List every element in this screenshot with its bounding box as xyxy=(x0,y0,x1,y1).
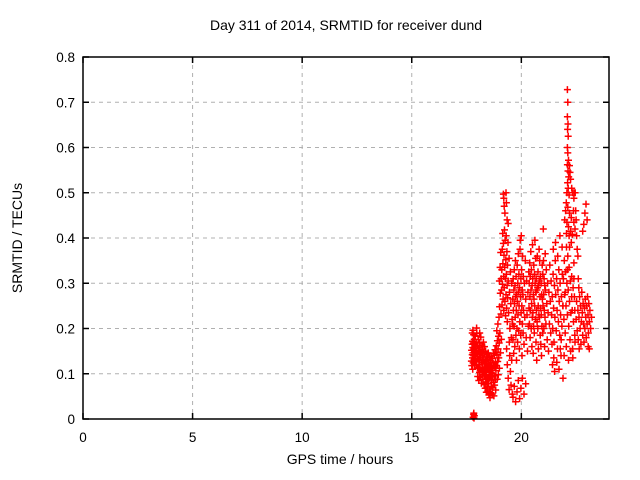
x-axis-label: GPS time / hours xyxy=(287,451,394,467)
data-point-markers xyxy=(467,86,595,422)
ticks-layer xyxy=(82,56,609,420)
y-tick-label: 0.6 xyxy=(56,141,75,156)
x-tick-label: 5 xyxy=(189,430,197,445)
x-tick-label: 10 xyxy=(295,430,310,445)
y-tick-label: 0.3 xyxy=(56,276,75,291)
y-tick-label: 0 xyxy=(67,412,75,427)
x-tick-label: 15 xyxy=(404,430,419,445)
y-tick-label: 0.1 xyxy=(56,367,75,382)
y-axis-label: SRMTID / TECUs xyxy=(9,183,25,293)
grid-layer xyxy=(83,57,609,419)
y-tick-label: 0.5 xyxy=(56,186,75,201)
y-tick-label: 0.8 xyxy=(56,50,75,65)
scatter-points xyxy=(467,86,595,422)
x-tick-label: 0 xyxy=(79,430,87,445)
tick-labels-layer: 0 5 10 15 20 0 0.1 0.2 0.3 0.4 0.5 0.6 0.7 0.8 xyxy=(56,50,529,445)
chart-title: Day 311 of 2014, SRMTID for receiver dun… xyxy=(210,17,482,33)
y-tick-label: 0.2 xyxy=(56,322,75,337)
y-tick-label: 0.7 xyxy=(56,95,75,110)
plot-frame xyxy=(82,56,610,420)
y-tick-label: 0.4 xyxy=(56,231,75,246)
x-tick-label: 20 xyxy=(514,430,529,445)
